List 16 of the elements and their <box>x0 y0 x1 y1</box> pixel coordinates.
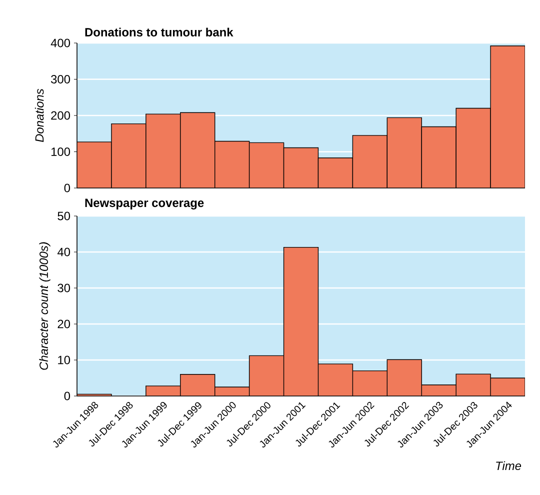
y-tick-label: 400 <box>50 38 70 48</box>
y-tick-label: 300 <box>51 75 70 84</box>
chart-title: Donations to tumour bank <box>85 28 234 36</box>
y-tick-label: 50 <box>58 212 70 220</box>
y-axis-title: Donations <box>34 88 44 142</box>
x-axis-title: Time <box>496 461 522 470</box>
y-tick-label: 100 <box>51 148 70 156</box>
y-tick-label: 30 <box>58 284 70 292</box>
y-axis-title: Character count (1000s) <box>39 242 50 370</box>
y-tick-label: 0 <box>64 392 70 400</box>
y-tick-label: 0 <box>64 184 70 192</box>
y-tick-label: 20 <box>58 320 70 328</box>
y-tick-label: 200 <box>51 111 70 120</box>
y-tick-label: 10 <box>58 356 70 364</box>
chart-title: Newspaper coverage <box>85 198 204 210</box>
y-tick-label: 40 <box>57 248 70 256</box>
